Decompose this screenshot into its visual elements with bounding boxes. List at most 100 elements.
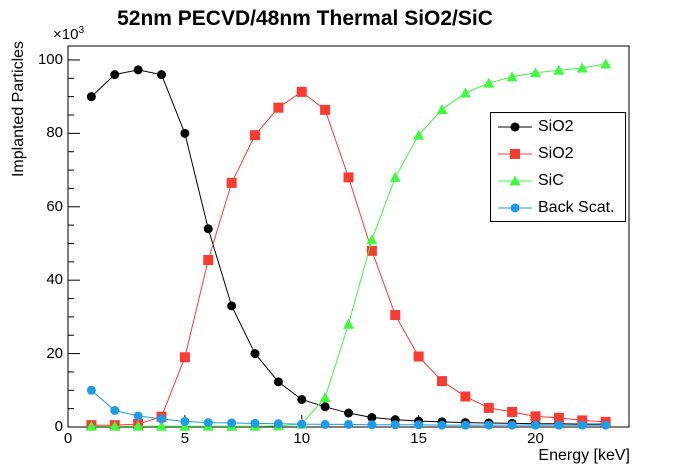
y-axis-multiplier-base: ×10 <box>53 26 79 43</box>
legend-marker-circle-icon <box>498 203 532 212</box>
series-marker-1 <box>507 406 518 417</box>
series-marker-2 <box>600 58 612 69</box>
series-marker-0 <box>297 394 307 404</box>
x-tick-label: 0 <box>63 430 73 447</box>
series-marker-2 <box>366 234 378 245</box>
x-tick-label: 15 <box>410 430 427 447</box>
series-marker-0 <box>250 349 260 359</box>
series-marker-3 <box>273 419 283 429</box>
series-marker-2 <box>343 318 354 329</box>
series-marker-1 <box>530 411 541 422</box>
legend-label: SiO2 <box>538 144 574 162</box>
y-axis-multiplier: ×103 <box>53 25 84 43</box>
legend-marker <box>510 148 520 159</box>
x-tick-label: 5 <box>180 430 190 447</box>
legend-entry: SiO2 <box>491 118 625 136</box>
series-marker-2 <box>459 87 471 98</box>
series-marker-1 <box>483 402 494 413</box>
plot-frame <box>67 45 630 428</box>
series-marker-3 <box>180 416 190 426</box>
series-marker-3 <box>157 414 166 424</box>
series-marker-0 <box>180 128 190 138</box>
y-tick-label: 20 <box>46 344 63 362</box>
series-marker-1 <box>203 254 214 265</box>
series-marker-0 <box>86 92 96 102</box>
series-marker-3 <box>367 420 377 430</box>
series-marker-2 <box>109 420 121 431</box>
series-marker-3 <box>297 419 307 429</box>
series-marker-1 <box>343 172 354 183</box>
x-tick-label: 10 <box>293 430 311 447</box>
series-marker-2 <box>506 71 518 82</box>
series-marker-2 <box>413 129 425 140</box>
legend-marker-square-icon <box>498 148 532 159</box>
series-marker-0 <box>227 301 237 311</box>
legend-marker <box>510 203 520 212</box>
series-marker-1 <box>437 376 447 387</box>
y-tick-label: 0 <box>54 418 63 435</box>
series-marker-2 <box>156 420 167 431</box>
legend-marker-circle-icon <box>498 122 532 131</box>
series-marker-2 <box>85 420 97 431</box>
legend-label: Back Scat. <box>538 198 615 216</box>
series-marker-0 <box>203 224 213 234</box>
legend-marker-triangle-icon <box>498 175 532 185</box>
series-marker-1 <box>296 86 307 97</box>
series-marker-3 <box>320 419 330 429</box>
series-marker-0 <box>157 70 166 80</box>
legend-label: SiO2 <box>538 117 574 135</box>
series-marker-1 <box>179 352 190 363</box>
series-marker-3 <box>414 420 424 430</box>
series-marker-1 <box>366 245 377 256</box>
series-marker-3 <box>344 419 353 429</box>
y-tick-label: 60 <box>46 197 63 215</box>
legend-entry: SiC <box>491 172 625 190</box>
series-marker-2 <box>530 67 541 78</box>
legend-marker <box>509 175 521 185</box>
series-marker-3 <box>507 420 517 430</box>
y-tick-label: 100 <box>37 50 63 68</box>
series-marker-2 <box>553 64 565 75</box>
legend-entry: SiO2 <box>491 145 625 163</box>
y-axis-title: Implanted Particles <box>10 40 27 178</box>
chart-title: 52nm PECVD/48nm Thermal SiO2/SiC <box>117 7 493 30</box>
series-marker-0 <box>110 70 120 80</box>
y-tick-label: 80 <box>46 124 63 142</box>
series-marker-3 <box>250 418 260 428</box>
series-marker-1 <box>250 130 260 141</box>
series-marker-3 <box>437 420 447 430</box>
series-marker-2 <box>483 77 495 88</box>
series-marker-0 <box>367 412 377 422</box>
legend: SiO2 SiO2 SiC Back Scat. <box>490 112 626 222</box>
series-marker-3 <box>484 420 494 430</box>
series-marker-1 <box>390 310 401 321</box>
legend-marker <box>510 122 520 131</box>
legend-entry: Back Scat. <box>491 199 625 217</box>
series-marker-2 <box>319 392 331 403</box>
series-marker-3 <box>531 420 540 430</box>
y-tick-label: 40 <box>46 271 63 289</box>
x-axis-title: Energy [keV] <box>538 447 630 464</box>
series-marker-3 <box>577 420 587 430</box>
series-marker-3 <box>227 418 237 428</box>
series-marker-2 <box>436 104 448 114</box>
legend-label: SiC <box>538 171 564 189</box>
series-marker-2 <box>132 420 144 431</box>
series-marker-1 <box>413 351 424 362</box>
series-marker-0 <box>133 65 143 75</box>
series-marker-1 <box>577 415 588 426</box>
series-marker-2 <box>389 171 401 182</box>
series-marker-0 <box>320 402 330 412</box>
series-marker-3 <box>460 420 470 430</box>
series-marker-1 <box>553 412 564 423</box>
series-marker-0 <box>344 408 353 418</box>
series-marker-2 <box>576 62 588 73</box>
series-marker-3 <box>110 405 120 415</box>
y-axis-multiplier-exponent: 3 <box>78 25 85 36</box>
x-tick-label: 20 <box>527 430 544 447</box>
series-marker-3 <box>203 418 213 428</box>
series-marker-3 <box>133 411 143 421</box>
series-marker-1 <box>320 104 331 115</box>
